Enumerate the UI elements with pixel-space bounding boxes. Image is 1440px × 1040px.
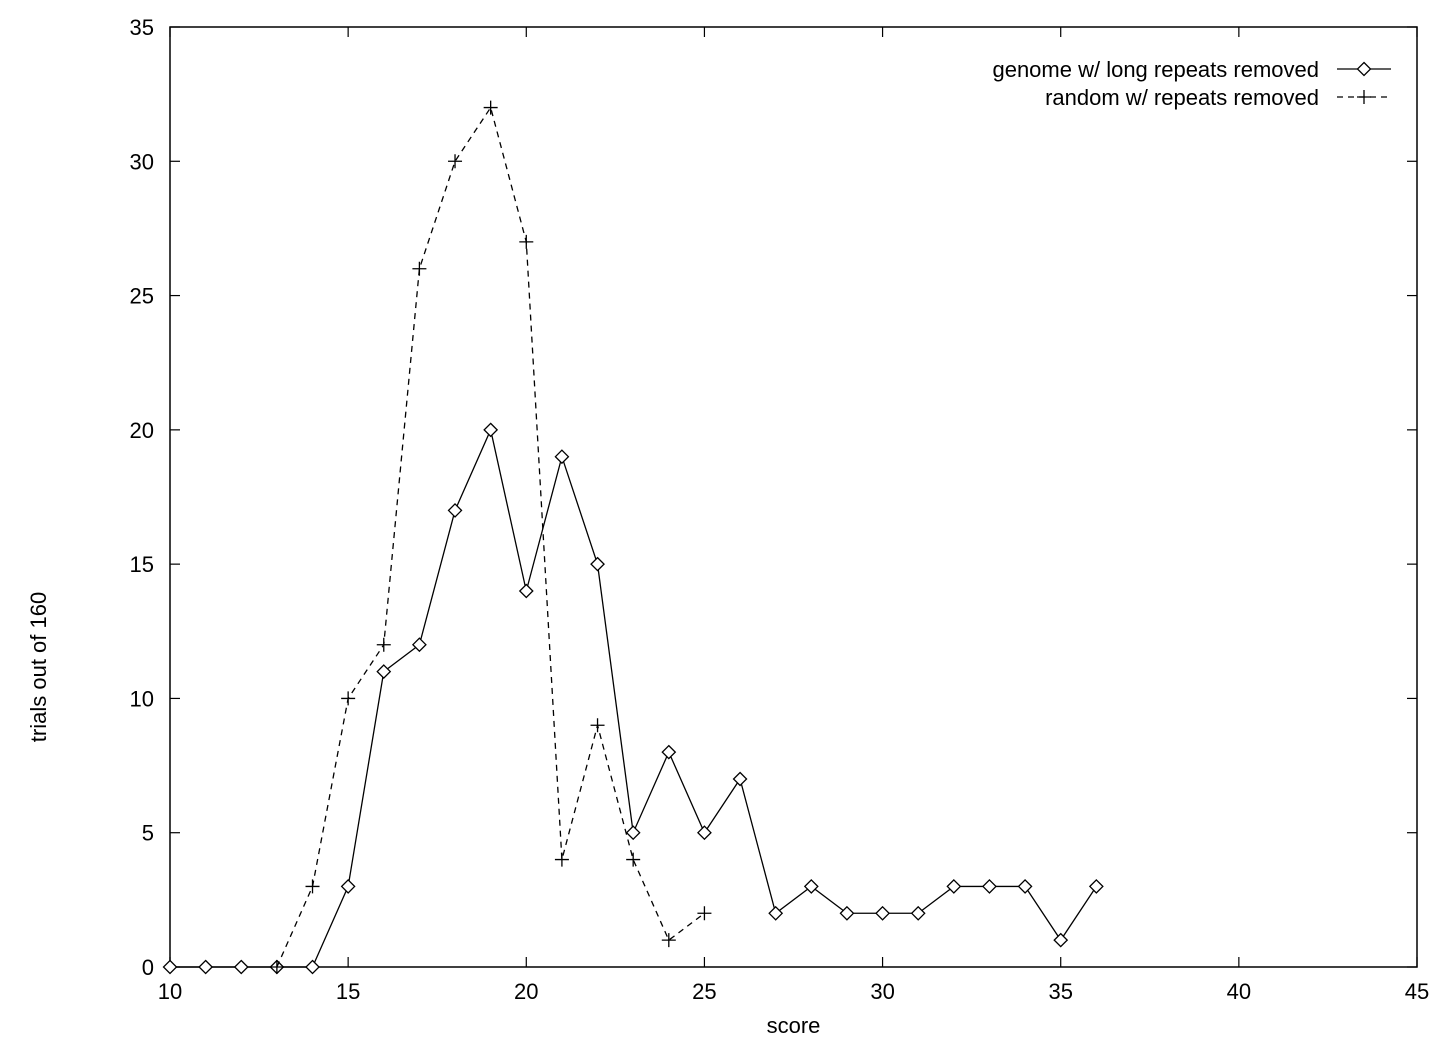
diamond-marker (1356, 61, 1372, 77)
diamond-marker (839, 905, 855, 921)
y-tick-label: 15 (130, 552, 154, 577)
y-axis-label: trials out of 160 (26, 592, 51, 742)
plot-frame (169, 26, 1418, 968)
y-tick-label: 30 (130, 149, 154, 174)
plus-marker (626, 852, 641, 867)
x-tick-label: 25 (692, 979, 716, 1004)
diamond-marker (162, 959, 178, 975)
diamond-marker (411, 637, 427, 653)
plus-marker (448, 154, 463, 169)
y-tick-label: 10 (130, 686, 154, 711)
x-tick-label: 40 (1227, 979, 1251, 1004)
plus-marker (376, 637, 391, 652)
diamond-marker (1017, 879, 1033, 894)
y-tick-label: 25 (130, 284, 154, 309)
diamond-marker (305, 959, 320, 975)
diamond-marker (732, 771, 748, 787)
plus-marker (590, 718, 605, 733)
plus-marker (483, 100, 498, 115)
y-tick-label: 35 (130, 15, 154, 40)
x-tick-label: 15 (336, 979, 360, 1004)
legend: genome w/ long repeats removed random w/ … (992, 57, 1391, 110)
x-tick-label: 30 (870, 979, 894, 1004)
plus-marker (341, 691, 356, 706)
diamond-marker (483, 422, 499, 438)
diamond-marker (768, 905, 784, 921)
x-tick-label: 10 (158, 979, 182, 1004)
plus-marker (412, 261, 427, 276)
diamond-marker (1053, 932, 1069, 948)
plus-marker (269, 960, 284, 974)
diamond-marker (233, 959, 249, 975)
series-2 (269, 100, 712, 974)
x-tick-label: 35 (1048, 979, 1072, 1004)
diamond-marker (376, 664, 392, 679)
plus-marker (661, 933, 676, 948)
x-axis-label: score (767, 1013, 821, 1038)
diamond-marker (697, 825, 712, 841)
diamond-marker (590, 556, 605, 572)
diamond-marker (340, 879, 356, 894)
plus-marker (1357, 90, 1371, 104)
plot-series (162, 100, 1104, 975)
plus-marker (305, 879, 320, 894)
axes: 10 15 20 25 30 35 40 45 0 5 10 15 20 25 30 35 (130, 15, 1430, 1004)
legend-label: random w/ repeats removed (1045, 85, 1319, 110)
x-tick-label: 45 (1405, 979, 1429, 1004)
plus-marker (519, 234, 534, 249)
plus-marker (697, 906, 712, 921)
y-tick-label: 5 (142, 821, 154, 846)
y-tick-label: 0 (142, 955, 154, 980)
diamond-marker (447, 503, 463, 518)
diamond-marker (625, 825, 641, 841)
y-tick-label: 20 (130, 418, 154, 443)
series-1 (162, 422, 1104, 975)
legend-label: genome w/ long repeats removed (992, 57, 1319, 82)
diamond-marker (661, 744, 677, 760)
x-tick-label: 20 (514, 979, 538, 1004)
diamond-marker (518, 583, 534, 599)
diamond-marker (946, 879, 962, 894)
diamond-marker (1088, 879, 1104, 894)
series-line (276, 106, 705, 968)
diamond-marker (198, 959, 214, 975)
diamond-marker (554, 449, 570, 465)
diamond-marker (910, 905, 926, 921)
diamond-marker (803, 879, 819, 894)
diamond-marker (982, 879, 997, 894)
plus-marker (554, 852, 569, 867)
diamond-marker (875, 905, 890, 921)
